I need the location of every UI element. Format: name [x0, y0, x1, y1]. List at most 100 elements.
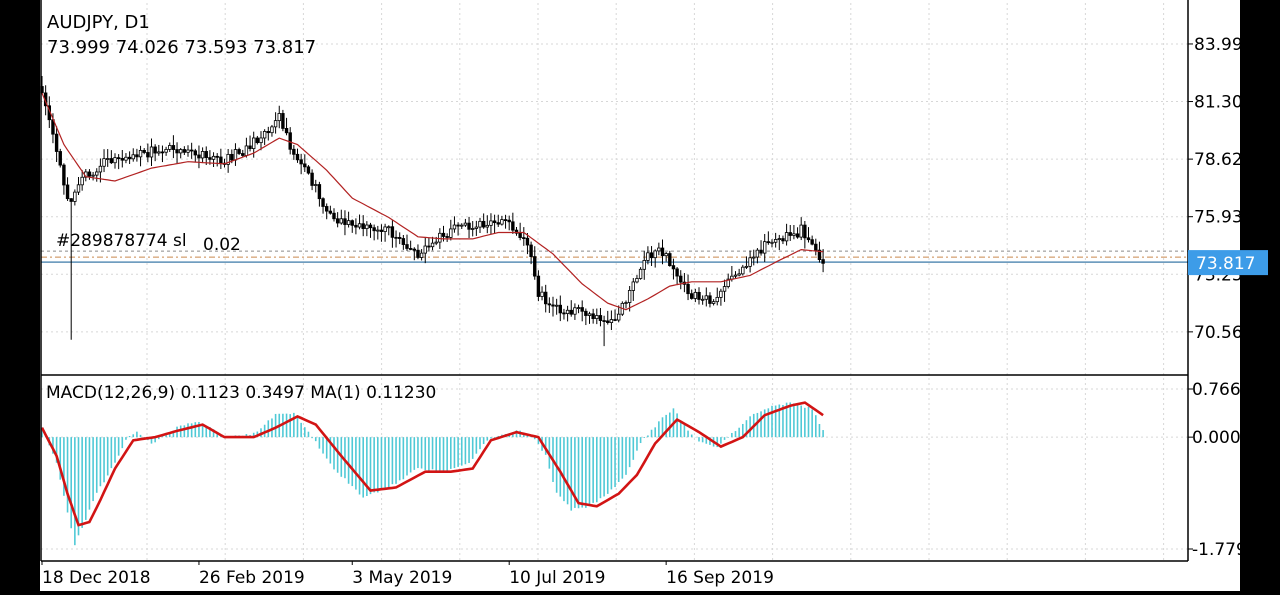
- candle-body: [361, 223, 365, 230]
- candle: [277, 105, 281, 129]
- candle-body: [773, 239, 778, 243]
- candle: [602, 315, 606, 347]
- candle: [324, 203, 329, 220]
- candle-body: [784, 232, 789, 242]
- candle: [700, 295, 705, 305]
- candle: [332, 208, 336, 222]
- candle: [741, 264, 745, 276]
- candle: [657, 242, 661, 256]
- candle-body: [631, 281, 635, 291]
- candle: [795, 227, 800, 239]
- candle-body: [164, 148, 168, 153]
- candle-body: [335, 218, 340, 224]
- candle-body: [175, 149, 179, 154]
- price-tick-label: 78.620: [1194, 150, 1253, 170]
- candle-body: [284, 128, 289, 134]
- candle: [642, 250, 646, 280]
- candle-body: [803, 224, 807, 239]
- candle: [295, 148, 300, 163]
- candle-body: [503, 219, 508, 222]
- candle: [784, 223, 789, 246]
- candle-body: [416, 249, 420, 258]
- candle-body: [372, 227, 376, 232]
- candle: [481, 213, 486, 229]
- candle-body: [770, 241, 774, 244]
- candle: [456, 222, 460, 236]
- candle-body: [759, 249, 763, 254]
- candle-body: [752, 256, 756, 259]
- candle: [806, 227, 811, 243]
- candle-body: [244, 145, 249, 156]
- candle: [587, 311, 592, 324]
- candle: [335, 212, 340, 228]
- candle: [138, 145, 143, 167]
- candle: [773, 232, 778, 248]
- candle-body: [733, 274, 738, 277]
- candle-body: [660, 247, 665, 257]
- candle-body: [668, 253, 672, 267]
- candle-body: [511, 221, 515, 231]
- candle-body: [525, 237, 530, 246]
- candle-body: [649, 252, 654, 259]
- candle-body: [328, 210, 333, 214]
- candle-body: [719, 290, 723, 298]
- candle: [679, 270, 683, 290]
- candle: [397, 232, 402, 245]
- candle: [292, 145, 296, 160]
- candle: [726, 273, 730, 289]
- candle: [354, 218, 358, 235]
- candle: [58, 148, 62, 168]
- candle: [372, 224, 376, 241]
- candle-body: [467, 222, 471, 230]
- candle-body: [434, 241, 438, 244]
- candle-body: [109, 158, 114, 164]
- candle: [489, 213, 493, 235]
- candle: [671, 258, 676, 280]
- candle: [759, 240, 763, 256]
- price-tick-label: 75.935: [1194, 208, 1253, 228]
- candle-body: [748, 257, 752, 267]
- candle-body: [237, 149, 241, 154]
- candle-body: [160, 151, 165, 154]
- candle-body: [653, 250, 657, 259]
- candle: [821, 249, 825, 273]
- candle: [262, 129, 267, 146]
- candle-body: [387, 226, 391, 229]
- candle-body: [540, 291, 544, 297]
- candle-body: [755, 249, 760, 258]
- candle: [693, 288, 698, 303]
- candle-body: [357, 223, 362, 228]
- candle-body: [273, 120, 278, 128]
- candle: [544, 284, 548, 313]
- candle-body: [492, 220, 497, 224]
- candle: [266, 126, 270, 141]
- candle: [514, 226, 519, 236]
- candle-body: [799, 224, 803, 238]
- candle: [452, 216, 457, 233]
- candle-body: [576, 307, 581, 309]
- candle: [817, 241, 822, 263]
- candle: [153, 144, 157, 162]
- candle-body: [197, 154, 201, 159]
- candle-body: [737, 273, 741, 276]
- candle-body: [449, 228, 453, 238]
- candle: [379, 224, 384, 242]
- candle-body: [726, 278, 730, 287]
- candle: [445, 233, 449, 242]
- candle: [584, 308, 588, 326]
- candle-body: [241, 153, 245, 156]
- candle: [113, 153, 117, 169]
- candle-body: [379, 229, 384, 232]
- candle: [208, 150, 212, 165]
- candle-body: [613, 319, 617, 321]
- candle: [200, 147, 205, 163]
- candle: [722, 279, 727, 302]
- candle-body: [522, 237, 526, 239]
- candle-body: [817, 249, 822, 261]
- candle: [562, 308, 566, 320]
- candle-body: [127, 156, 132, 160]
- candle-body: [91, 174, 95, 177]
- candle: [193, 148, 197, 163]
- candle-body: [306, 166, 311, 174]
- candle-body: [62, 164, 66, 186]
